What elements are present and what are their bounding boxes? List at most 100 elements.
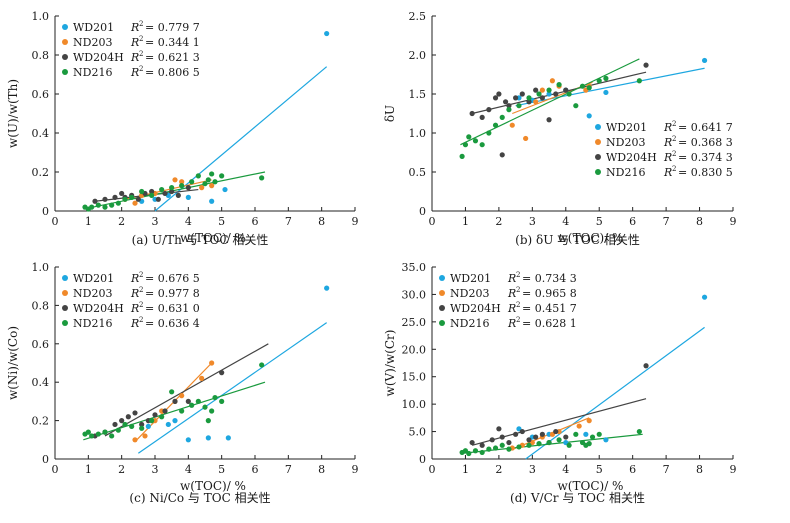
legend-r2-symbol: R <box>130 302 139 315</box>
legend-r2-value: = 0.830 5 <box>678 166 733 179</box>
point-nd203 <box>539 87 545 93</box>
legend-r2-symbol: R <box>663 121 672 134</box>
x-tick-label: 4 <box>185 463 192 476</box>
point-nd203 <box>199 185 205 191</box>
x-tick-label: 1 <box>462 463 469 476</box>
legend-r2-exponent: 2 <box>672 135 676 143</box>
point-nd216 <box>212 179 218 185</box>
point-wd201 <box>209 198 215 204</box>
point-wd204h <box>539 431 545 437</box>
y-tick-label: 0.6 <box>32 88 50 101</box>
legend-r2-exponent: 2 <box>672 150 676 158</box>
point-nd216 <box>516 103 522 109</box>
legend-marker-nd203 <box>62 290 68 296</box>
x-tick-label: 6 <box>252 463 259 476</box>
legend-r2-exponent: 2 <box>672 165 676 173</box>
x-tick-label: 6 <box>252 215 259 228</box>
point-nd216 <box>139 425 145 431</box>
point-nd203 <box>179 393 185 399</box>
legend-r2-exponent: 2 <box>139 301 143 309</box>
point-nd216 <box>536 441 542 447</box>
chart-b: 0 1 2 3 4 5 6 7 8 9 0 0.5 1.0 1.5 2.0 2.5 w(TOC)/ % δU (b)… <box>383 10 737 247</box>
point-wd204h <box>499 434 505 440</box>
point-wd204h <box>479 442 485 448</box>
x-tick-label: 5 <box>596 215 603 228</box>
legend-marker-wd204h <box>595 154 601 160</box>
point-nd216 <box>636 78 642 84</box>
y-tick-label: 0.8 <box>32 299 50 312</box>
fit-line-wd201 <box>515 67 705 107</box>
point-nd216 <box>546 439 552 446</box>
y-tick-label: 30.0 <box>402 288 427 301</box>
x-tick-label: 0 <box>52 215 59 228</box>
legend-r2-value: = 0.636 4 <box>145 317 200 330</box>
y-tick-label: 5.0 <box>409 426 427 439</box>
legend-r2-symbol: R <box>130 66 139 79</box>
point-nd216 <box>506 446 512 452</box>
x-tick-label: 7 <box>285 215 292 228</box>
point-wd204h <box>162 190 168 197</box>
point-nd216 <box>486 130 492 136</box>
point-wd201 <box>165 421 171 428</box>
point-wd204h <box>169 188 175 195</box>
fit-line-nd216 <box>460 58 640 146</box>
legend-marker-nd216 <box>595 169 601 175</box>
point-wd201 <box>205 435 211 441</box>
x-tick-label: 7 <box>663 463 670 476</box>
legend-marker-wd204h <box>62 54 68 60</box>
x-tick-label: 5 <box>218 215 225 228</box>
point-nd203 <box>209 360 215 366</box>
y-axis-label: w(U)/w(Th) <box>6 79 20 148</box>
point-wd201 <box>145 423 151 429</box>
point-wd201 <box>185 194 191 200</box>
point-nd216 <box>115 427 121 433</box>
legend-label: WD201 <box>73 21 114 34</box>
legend-label: ND203 <box>73 287 112 300</box>
legend-marker-nd216 <box>62 69 68 75</box>
point-nd216 <box>202 404 208 410</box>
x-tick-label: 0 <box>52 463 59 476</box>
legend-label: WD201 <box>606 121 647 134</box>
fit-line-nd216 <box>83 171 266 210</box>
x-tick-label: 9 <box>730 215 737 228</box>
legend-r2-symbol: R <box>507 317 516 330</box>
fit-line-wd204h <box>471 71 647 115</box>
point-wd204h <box>219 370 225 376</box>
point-wd204h <box>533 434 539 440</box>
y-tick-label: 0 <box>42 205 49 218</box>
y-tick-label: 25.0 <box>402 316 427 329</box>
legend-r2-value: = 0.631 0 <box>145 302 200 315</box>
point-wd204h <box>486 107 492 113</box>
legend-r2-exponent: 2 <box>516 286 520 294</box>
x-axis-label: w(TOC)/ % <box>180 479 246 493</box>
point-wd204h <box>185 185 191 191</box>
point-nd216 <box>209 408 215 414</box>
legend-r2-value: = 0.374 3 <box>678 151 733 164</box>
point-nd216 <box>209 171 215 177</box>
x-tick-label: 3 <box>529 215 536 228</box>
point-wd204h <box>149 188 155 195</box>
point-nd216 <box>466 134 472 140</box>
legend-r2-exponent: 2 <box>139 286 143 294</box>
chart-d: 0 1 2 3 4 5 6 7 8 9 0 5.0 10.0 15.0 20.0 25.0 30.0 35.0 w(… <box>383 261 737 505</box>
point-wd204h <box>506 439 512 446</box>
point-nd216 <box>195 173 201 179</box>
legend-r2-value: = 0.734 3 <box>522 272 577 285</box>
legend-r2-exponent: 2 <box>139 65 143 73</box>
point-wd204h <box>185 398 191 404</box>
point-nd216 <box>472 138 479 144</box>
point-nd203 <box>549 78 556 84</box>
legend-r2-exponent: 2 <box>516 316 520 324</box>
point-nd216 <box>492 445 499 451</box>
legend-r2-exponent: 2 <box>139 20 143 28</box>
point-nd216 <box>573 103 579 109</box>
point-nd216 <box>566 91 572 97</box>
point-nd216 <box>259 175 265 181</box>
point-nd216 <box>179 408 185 414</box>
point-nd216 <box>472 448 479 454</box>
point-wd204h <box>499 152 505 158</box>
point-nd216 <box>556 82 562 88</box>
point-wd204h <box>533 87 539 93</box>
